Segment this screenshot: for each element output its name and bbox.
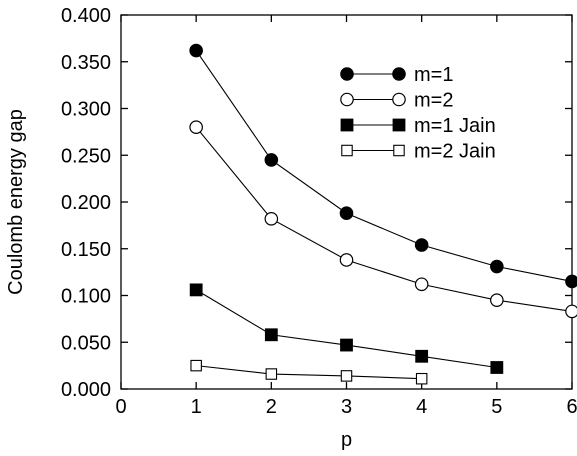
series-line <box>195 289 497 369</box>
legend-marker <box>340 67 354 81</box>
x-tick-label: 3 <box>341 396 352 418</box>
data-point <box>190 359 202 372</box>
series-line <box>195 126 573 312</box>
y-tick-label: 0.200 <box>61 192 111 214</box>
y-tick-label: 0.050 <box>61 332 111 354</box>
legend-label: m=2 <box>414 90 453 112</box>
legend-marker <box>392 67 406 81</box>
legend-entry: m=2 <box>340 90 453 112</box>
y-tick-label: 0.300 <box>61 99 111 121</box>
data-point <box>414 238 429 252</box>
x-tick-label: 1 <box>191 396 202 418</box>
data-point <box>414 277 429 292</box>
legend-entry: m=2 Jain <box>341 141 496 163</box>
y-tick-label: 0.350 <box>61 52 111 74</box>
series-2 <box>189 120 577 319</box>
y-tick-label: 0.100 <box>61 286 111 308</box>
y-axis-label: Coulomb energy gap <box>5 109 27 295</box>
legend-label: m=2 Jain <box>414 141 496 163</box>
series-line <box>195 50 573 283</box>
data-point <box>340 370 353 382</box>
legend-label: m=1 Jain <box>414 115 496 137</box>
series-line <box>196 365 422 380</box>
axis-tick-labels: 0 1 2 3 4 5 6 0.000 0.050 0.100 0.150 0.200 0.250 0.3… <box>61 5 577 418</box>
data-point <box>264 153 279 167</box>
data-point <box>339 206 354 221</box>
data-point <box>340 338 353 352</box>
x-tick-label: 6 <box>566 396 577 418</box>
y-tick-label: 0.400 <box>61 5 111 27</box>
data-point <box>264 212 279 226</box>
data-point <box>189 120 203 134</box>
legend-entry: m=1 Jain <box>340 115 496 137</box>
data-point <box>490 293 504 307</box>
y-tick-label: 0.000 <box>61 379 111 401</box>
series-4 <box>190 359 428 385</box>
x-axis-label: p <box>341 429 352 451</box>
data-point <box>415 349 429 363</box>
legend-marker <box>392 92 406 107</box>
x-tick-label: 0 <box>115 396 126 418</box>
data-point <box>264 328 278 342</box>
legend-marker <box>341 144 353 157</box>
data-point <box>265 368 278 380</box>
legend-marker <box>340 118 354 132</box>
data-point <box>565 274 577 289</box>
axis-ticks <box>120 14 573 390</box>
x-tick-label: 2 <box>266 396 277 418</box>
series-layer <box>189 43 577 385</box>
data-point <box>490 361 504 374</box>
series-3 <box>189 283 504 374</box>
series-1 <box>189 43 577 289</box>
data-point <box>415 372 428 385</box>
y-tick-label: 0.250 <box>61 145 111 167</box>
x-tick-label: 5 <box>491 396 502 418</box>
data-point <box>490 259 504 274</box>
data-point <box>189 283 203 297</box>
legend-marker <box>392 118 406 132</box>
legend-marker <box>340 92 354 107</box>
data-point <box>189 43 203 58</box>
legend-label: m=1 <box>414 64 453 86</box>
x-tick-label: 4 <box>416 396 427 418</box>
y-tick-label: 0.150 <box>61 239 111 261</box>
data-point <box>565 304 577 319</box>
legend-entry: m=1 <box>340 64 453 86</box>
data-point <box>339 253 354 267</box>
legend: m=1 m=2 m=1 Jain m=2 Jain <box>340 64 496 163</box>
legend-marker <box>393 144 405 157</box>
